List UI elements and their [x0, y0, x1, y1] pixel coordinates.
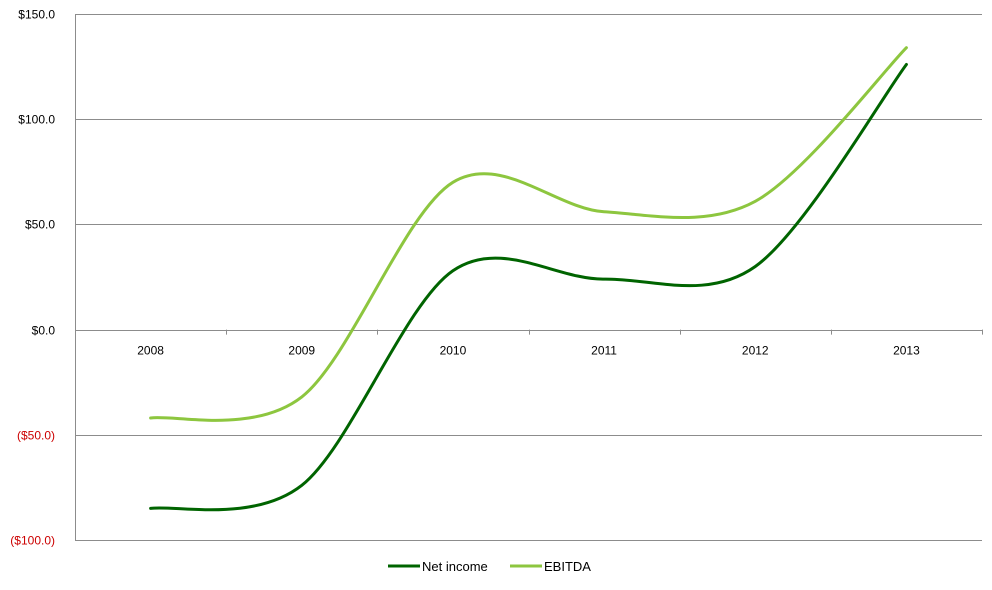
x-tick-label: 2012: [742, 344, 769, 358]
y-axis-tick-labels: $150.0 $100.0 $50.0 $0.0 ($50.0) ($100.0): [10, 8, 55, 548]
y-tick-label: $150.0: [18, 8, 55, 22]
x-tick-label: 2013: [893, 344, 920, 358]
x-tick-label: 2011: [591, 344, 617, 358]
series-line-ebitda: [149, 46, 908, 422]
legend-label: EBITDA: [544, 559, 591, 574]
legend-item: EBITDA: [510, 559, 591, 574]
series-lines: [149, 46, 908, 512]
gridlines: [75, 14, 982, 541]
axes: [75, 14, 983, 540]
legend-item: Net income: [388, 559, 488, 574]
y-tick-label: $100.0: [18, 113, 55, 127]
y-tick-label: ($100.0): [10, 534, 55, 548]
legend-label: Net income: [422, 559, 488, 574]
x-tick-label: 2008: [137, 344, 164, 358]
legend: Net income EBITDA: [388, 559, 591, 574]
series-line-net-income: [149, 63, 908, 512]
x-tick-label: 2010: [440, 344, 467, 358]
y-tick-label: $0.0: [32, 324, 56, 338]
y-tick-label: $50.0: [25, 218, 55, 232]
x-tick-label: 2009: [288, 344, 315, 358]
x-axis-tick-labels: 2008 2009 2010 2011 2012 2013: [137, 344, 920, 358]
y-tick-label: ($50.0): [17, 429, 55, 443]
